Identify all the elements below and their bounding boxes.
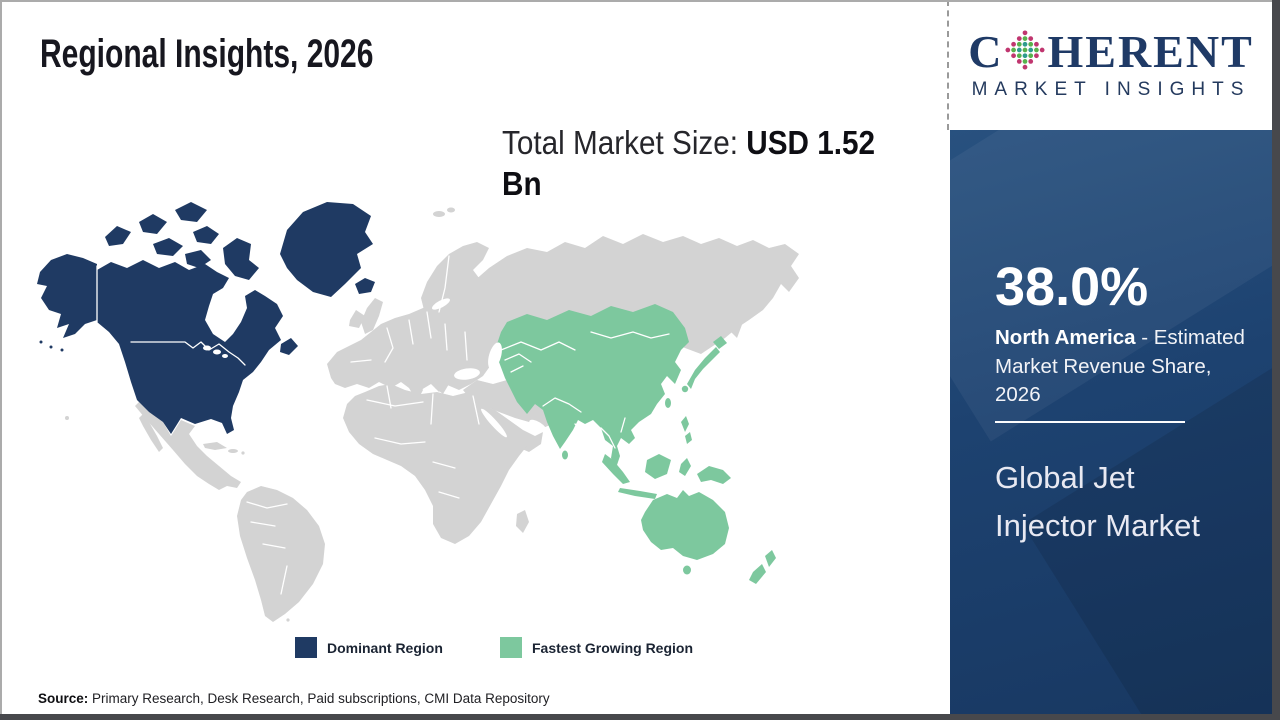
source-line: Source: Primary Research, Desk Research,… — [38, 691, 550, 706]
map-country-borders — [96, 255, 670, 595]
sidebar-divider-line — [995, 421, 1185, 423]
page-border-right — [1272, 0, 1280, 720]
brand-logo: C HERENT — [968, 29, 1254, 75]
logo-word-rest: HERENT — [1047, 26, 1254, 77]
page-border-top — [0, 0, 1280, 2]
total-market-size: Total Market Size: USD 1.52 Bn — [502, 122, 891, 204]
map-inland-seas — [203, 298, 547, 438]
legend-item-dominant-region: Dominant Region — [295, 637, 443, 658]
brand-logo-panel: C HERENT — [950, 0, 1272, 130]
source-text: Primary Research, Desk Research, Paid su… — [88, 691, 550, 706]
map-region-north-america — [37, 202, 375, 434]
globe-teal-dots — [1017, 41, 1034, 59]
stats-sidebar: 38.0% North America - Estimated Market R… — [950, 130, 1272, 714]
fastest-region-swatch — [500, 637, 522, 658]
report-market-name: Global Jet Injector Market — [995, 460, 1201, 543]
legend-label-fastest: Fastest Growing Region — [532, 639, 694, 656]
share-region-name: North America — [995, 326, 1136, 349]
globe-dots-icon — [1005, 30, 1046, 70]
main-area: Regional Insights, 2026 Total Market Siz… — [35, 32, 891, 706]
world-map — [35, 192, 815, 622]
map-region-asia-pacific — [497, 304, 776, 584]
page-border-left — [0, 0, 2, 720]
source-label: Source: — [38, 691, 89, 706]
market-share-description: North America - Estimated Market Revenue… — [995, 324, 1253, 410]
legend-label-dominant: Dominant Region — [327, 639, 443, 656]
market-share-value: 38.0% — [995, 257, 1149, 317]
share-region-detail: - Estimated Market Revenue Share, 2026 — [995, 326, 1245, 406]
dashed-divider — [947, 0, 949, 130]
logo-letter-c: C — [968, 26, 1004, 77]
total-market-size-label: Total Market Size: — [502, 124, 747, 161]
dominant-region-swatch — [295, 637, 317, 658]
globe-outer-dots — [1005, 30, 1046, 70]
page-border-bottom — [0, 714, 1280, 720]
logo-subtitle: MARKET INSIGHTS — [971, 79, 1251, 100]
globe-green-dots — [1011, 36, 1040, 64]
legend-item-fastest-growing-region: Fastest Growing Region — [500, 637, 693, 658]
world-map-svg — [37, 202, 799, 622]
page-title: Regional Insights, 2026 — [40, 32, 374, 76]
map-region-rest-of-world — [65, 207, 799, 622]
total-market-size-value: USD 1.52 Bn — [502, 124, 876, 202]
